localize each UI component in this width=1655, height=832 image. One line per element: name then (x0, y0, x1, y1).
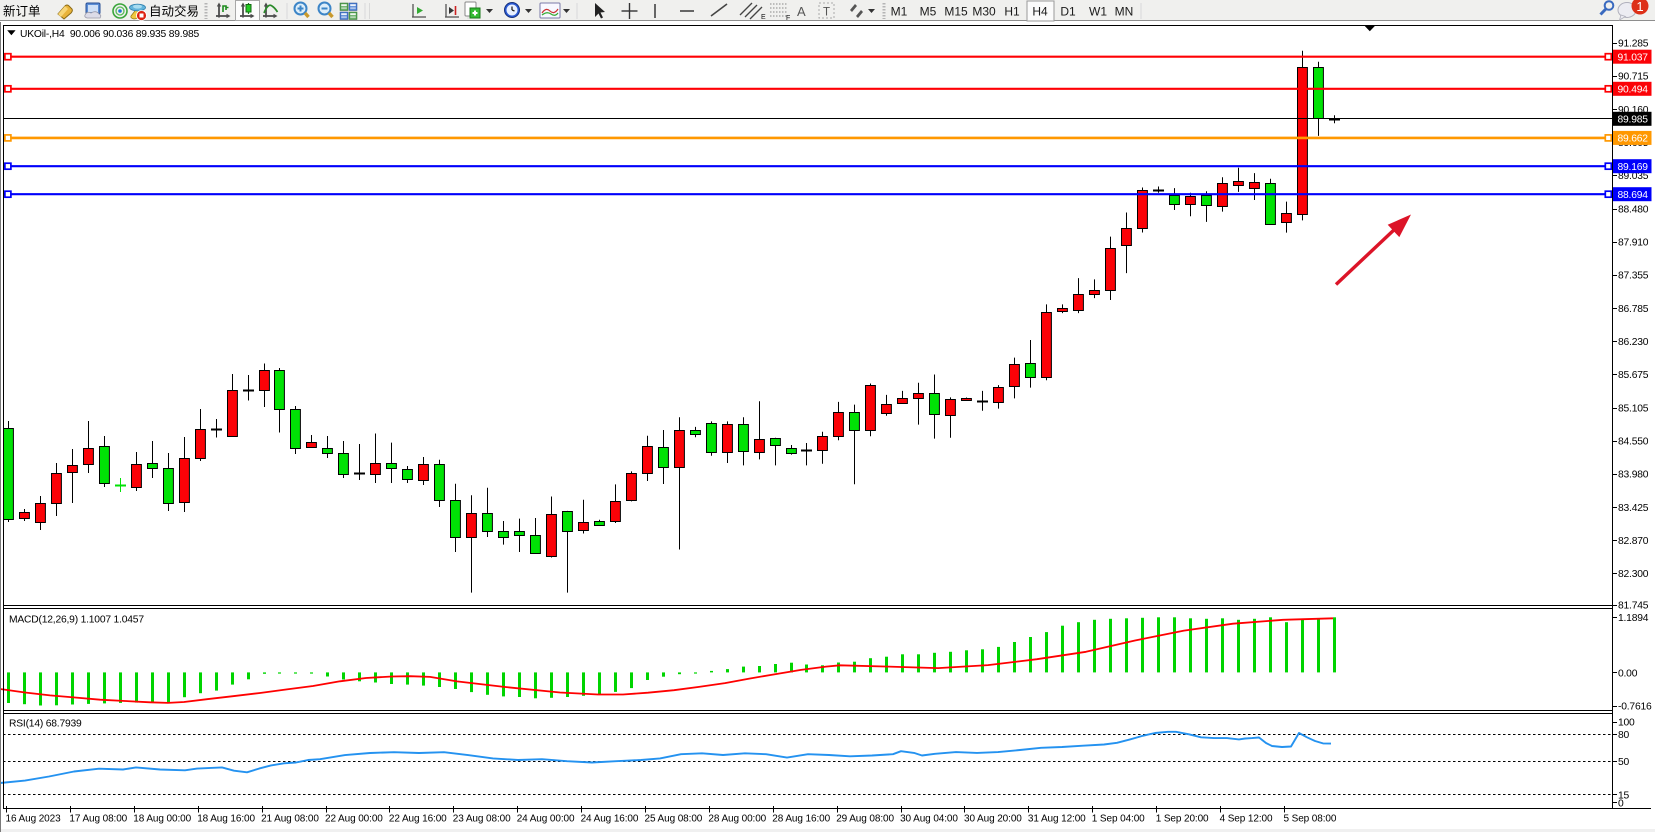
svg-text:90.494: 90.494 (1618, 85, 1649, 96)
svg-text:28 Aug 00:00: 28 Aug 00:00 (708, 814, 766, 825)
svg-text:15: 15 (1618, 790, 1630, 801)
svg-text:84.550: 84.550 (1618, 437, 1649, 448)
svg-text:H1: H1 (1004, 5, 1020, 19)
svg-text:4 Sep 12:00: 4 Sep 12:00 (1220, 814, 1273, 825)
svg-text:T: T (823, 7, 830, 19)
svg-text:28 Aug 16:00: 28 Aug 16:00 (772, 814, 830, 825)
svg-text:0.00: 0.00 (1618, 668, 1638, 679)
svg-text:81.745: 81.745 (1618, 601, 1649, 612)
svg-text:30 Aug 20:00: 30 Aug 20:00 (964, 814, 1022, 825)
svg-text:86.785: 86.785 (1618, 304, 1649, 315)
svg-text:UKOil-,H4 90.006 90.036 89.93: UKOil-,H4 90.006 90.036 89.935 89.985 (20, 29, 199, 40)
svg-text:F: F (786, 15, 790, 22)
svg-text:29 Aug 08:00: 29 Aug 08:00 (836, 814, 894, 825)
svg-text:82.870: 82.870 (1618, 536, 1649, 547)
svg-text:16 Aug 2023: 16 Aug 2023 (6, 814, 62, 825)
svg-text:18 Aug 16:00: 18 Aug 16:00 (197, 814, 255, 825)
svg-text:25 Aug 08:00: 25 Aug 08:00 (645, 814, 703, 825)
svg-text:E: E (761, 14, 766, 21)
svg-text:21 Aug 08:00: 21 Aug 08:00 (261, 814, 319, 825)
svg-text:86.230: 86.230 (1618, 337, 1649, 348)
svg-text:1 Sep 04:00: 1 Sep 04:00 (1092, 814, 1145, 825)
svg-text:90.160: 90.160 (1618, 105, 1649, 116)
svg-text:MN: MN (1115, 5, 1134, 19)
svg-text:31 Aug 12:00: 31 Aug 12:00 (1028, 814, 1086, 825)
svg-text:50: 50 (1618, 757, 1630, 768)
svg-text:30 Aug 04:00: 30 Aug 04:00 (900, 814, 958, 825)
svg-text:1: 1 (1636, 0, 1643, 14)
svg-text:83.425: 83.425 (1618, 503, 1649, 514)
svg-text:H4: H4 (1032, 5, 1048, 19)
svg-text:100: 100 (1618, 717, 1635, 728)
svg-text:A: A (797, 4, 806, 19)
svg-text:87.910: 87.910 (1618, 238, 1649, 249)
svg-text:22 Aug 16:00: 22 Aug 16:00 (389, 814, 447, 825)
svg-text:82.300: 82.300 (1618, 569, 1649, 580)
svg-text:89.662: 89.662 (1618, 134, 1649, 145)
svg-text:W1: W1 (1089, 5, 1107, 19)
svg-text:91.037: 91.037 (1618, 53, 1649, 64)
svg-text:D1: D1 (1060, 5, 1076, 19)
svg-text:89.035: 89.035 (1618, 171, 1649, 182)
svg-text:23 Aug 08:00: 23 Aug 08:00 (453, 814, 511, 825)
svg-text:24 Aug 00:00: 24 Aug 00:00 (517, 814, 575, 825)
svg-text:89.985: 89.985 (1618, 115, 1649, 126)
svg-text:88.480: 88.480 (1618, 204, 1649, 215)
svg-text:自动交易: 自动交易 (149, 4, 199, 19)
svg-text:1.1894: 1.1894 (1618, 613, 1649, 624)
svg-text:91.285: 91.285 (1618, 39, 1649, 50)
svg-text:24 Aug 16:00: 24 Aug 16:00 (581, 814, 639, 825)
svg-text:1 Sep 20:00: 1 Sep 20:00 (1156, 814, 1209, 825)
svg-text:M5: M5 (920, 5, 937, 19)
svg-text:M15: M15 (944, 5, 968, 19)
svg-text:22 Aug 00:00: 22 Aug 00:00 (325, 814, 383, 825)
svg-text:90.715: 90.715 (1618, 72, 1649, 83)
svg-text:新订单: 新订单 (3, 4, 41, 19)
svg-text:85.105: 85.105 (1618, 403, 1649, 414)
svg-text:87.355: 87.355 (1618, 271, 1649, 282)
svg-text:RSI(14) 68.7939: RSI(14) 68.7939 (9, 719, 82, 730)
svg-text:85.675: 85.675 (1618, 370, 1649, 381)
svg-text:89.169: 89.169 (1618, 162, 1649, 173)
svg-text:17 Aug 08:00: 17 Aug 08:00 (69, 814, 127, 825)
svg-text:MACD(12,26,9) 1.1007 1.0457: MACD(12,26,9) 1.1007 1.0457 (9, 615, 144, 626)
svg-text:83.980: 83.980 (1618, 470, 1649, 481)
svg-text:80: 80 (1618, 730, 1630, 741)
svg-text:0: 0 (1618, 798, 1624, 809)
svg-text:-0.7616: -0.7616 (1618, 701, 1652, 712)
svg-text:M1: M1 (891, 5, 908, 19)
svg-text:M30: M30 (972, 5, 996, 19)
svg-text:88.694: 88.694 (1618, 190, 1649, 201)
svg-text:5 Sep 08:00: 5 Sep 08:00 (1284, 814, 1337, 825)
svg-text:18 Aug 00:00: 18 Aug 00:00 (133, 814, 191, 825)
